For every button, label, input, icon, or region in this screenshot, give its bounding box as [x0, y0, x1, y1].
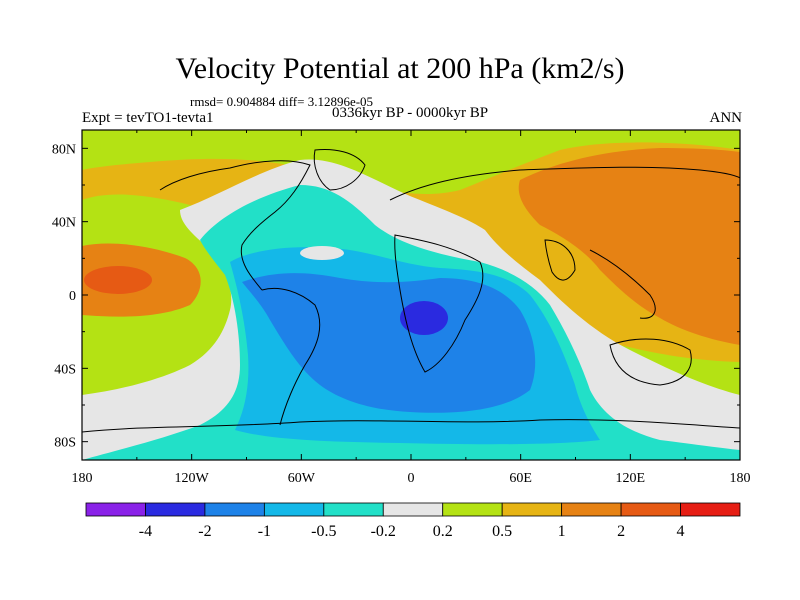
colorbar-label: -4: [139, 523, 152, 540]
colorbar-swatch: [680, 502, 741, 517]
colorbar-label: 0.2: [433, 523, 453, 540]
colorbar-swatch: [442, 502, 503, 517]
coast-india: [544, 239, 576, 281]
colorbar-swatch: [382, 502, 444, 517]
x-tick-label: 180: [730, 471, 751, 486]
colorbar: [85, 502, 741, 517]
colorbar-label: -1: [258, 523, 271, 540]
coast-southeast-asia: [589, 249, 656, 319]
coast-greenland: [313, 149, 366, 191]
colorbar-label: 1: [558, 523, 566, 540]
x-tick-label: 60W: [288, 471, 316, 486]
x-tick-label: 0: [408, 471, 415, 486]
colorbar-swatch: [561, 502, 622, 517]
x-tick-label: 60E: [509, 471, 532, 486]
coast-north-america: [159, 160, 311, 291]
coast-antarctica: [82, 419, 740, 433]
field-orange-east: [518, 148, 740, 345]
x-tick-labels: 180 120W 60W 0 60E 120E 180: [72, 471, 751, 486]
y-tick-label: 80N: [52, 142, 76, 157]
field-darkorange-core: [84, 266, 152, 294]
colorbar-swatch: [501, 502, 563, 517]
coast-south-america: [261, 287, 321, 426]
coastlines: [82, 149, 740, 433]
colorbar-label: 4: [677, 523, 685, 540]
x-tick-label: 180: [72, 471, 93, 486]
colorbar-swatch: [620, 502, 681, 517]
field-blue: [242, 273, 536, 413]
colorbar-label: -0.2: [371, 523, 396, 540]
coast-africa: [394, 234, 484, 373]
axis-ticks: [81, 130, 741, 460]
x-tick-label: 120E: [616, 471, 646, 486]
field-green-north: [82, 130, 740, 195]
colorbar-label: 2: [617, 523, 625, 540]
chart-title: Velocity Potential at 200 hPa (km2/s): [175, 52, 625, 85]
colorbar-swatch: [85, 502, 146, 517]
experiment-label: Expt = tevTO1-tevta1: [82, 110, 214, 126]
colorbar-label: 0.5: [492, 523, 512, 540]
map-field: [82, 130, 740, 460]
field-deepblue: [400, 301, 448, 335]
coast-australia: [609, 338, 692, 386]
stats-text: rmsd= 0.904884 diff= 3.12896e-05: [190, 94, 374, 109]
y-tick-labels: 80N 40N 0 40S 80S: [52, 142, 76, 450]
y-tick-label: 80S: [54, 436, 76, 451]
y-tick-label: 40S: [54, 362, 76, 377]
period-label: 0336kyr BP - 0000kyr BP: [331, 105, 489, 121]
colorbar-label: -2: [198, 523, 211, 540]
y-tick-label: 0: [69, 289, 76, 304]
field-grey-patch: [300, 246, 344, 260]
colorbar-swatch: [204, 502, 265, 517]
y-tick-label: 40N: [52, 216, 76, 231]
colorbar-labels: -4 -2 -1 -0.5 -0.2 0.2 0.5 1 2 4: [139, 523, 685, 540]
coast-eurasia: [389, 166, 740, 201]
colorbar-swatch: [263, 502, 325, 517]
colorbar-swatch: [145, 502, 206, 517]
x-tick-label: 120W: [175, 471, 210, 486]
colorbar-swatch: [323, 502, 384, 517]
colorbar-label: -0.5: [311, 523, 336, 540]
season-label: ANN: [709, 110, 743, 126]
